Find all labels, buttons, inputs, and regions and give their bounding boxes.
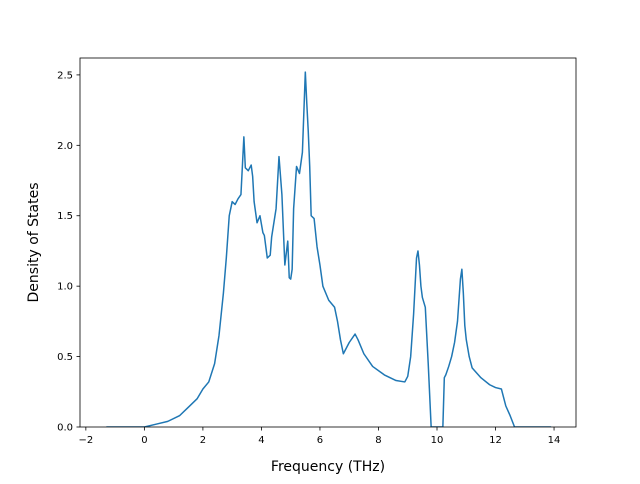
x-tick-label: 8	[375, 435, 381, 446]
y-tick-label: 2.0	[57, 141, 73, 152]
y-axis-label: Density of States	[26, 183, 42, 303]
x-tick-label: 2	[200, 435, 206, 446]
y-tick-label: 0.0	[57, 423, 73, 434]
x-tick-label: 0	[141, 435, 147, 446]
axis-ticks: −2 0 2 4 6 8 10 12 14 0.0 0.5 1.0 1.5 2.0 2.5	[57, 70, 560, 446]
x-axis-label: Frequency (THz)	[271, 459, 385, 475]
x-tick-label: 6	[317, 435, 323, 446]
plot-area	[106, 71, 552, 427]
series-line-0	[106, 71, 552, 427]
x-tick-label: 4	[258, 435, 264, 446]
y-tick-label: 1.0	[57, 282, 73, 293]
y-tick-label: 0.5	[57, 352, 73, 363]
y-tick-label: 2.5	[57, 70, 73, 81]
x-tick-label: 14	[548, 435, 561, 446]
x-tick-label: −2	[78, 435, 93, 446]
x-tick-label: 10	[431, 435, 444, 446]
y-tick-label: 1.5	[57, 211, 73, 222]
x-tick-label: 12	[489, 435, 502, 446]
axes-frame	[79, 57, 577, 428]
